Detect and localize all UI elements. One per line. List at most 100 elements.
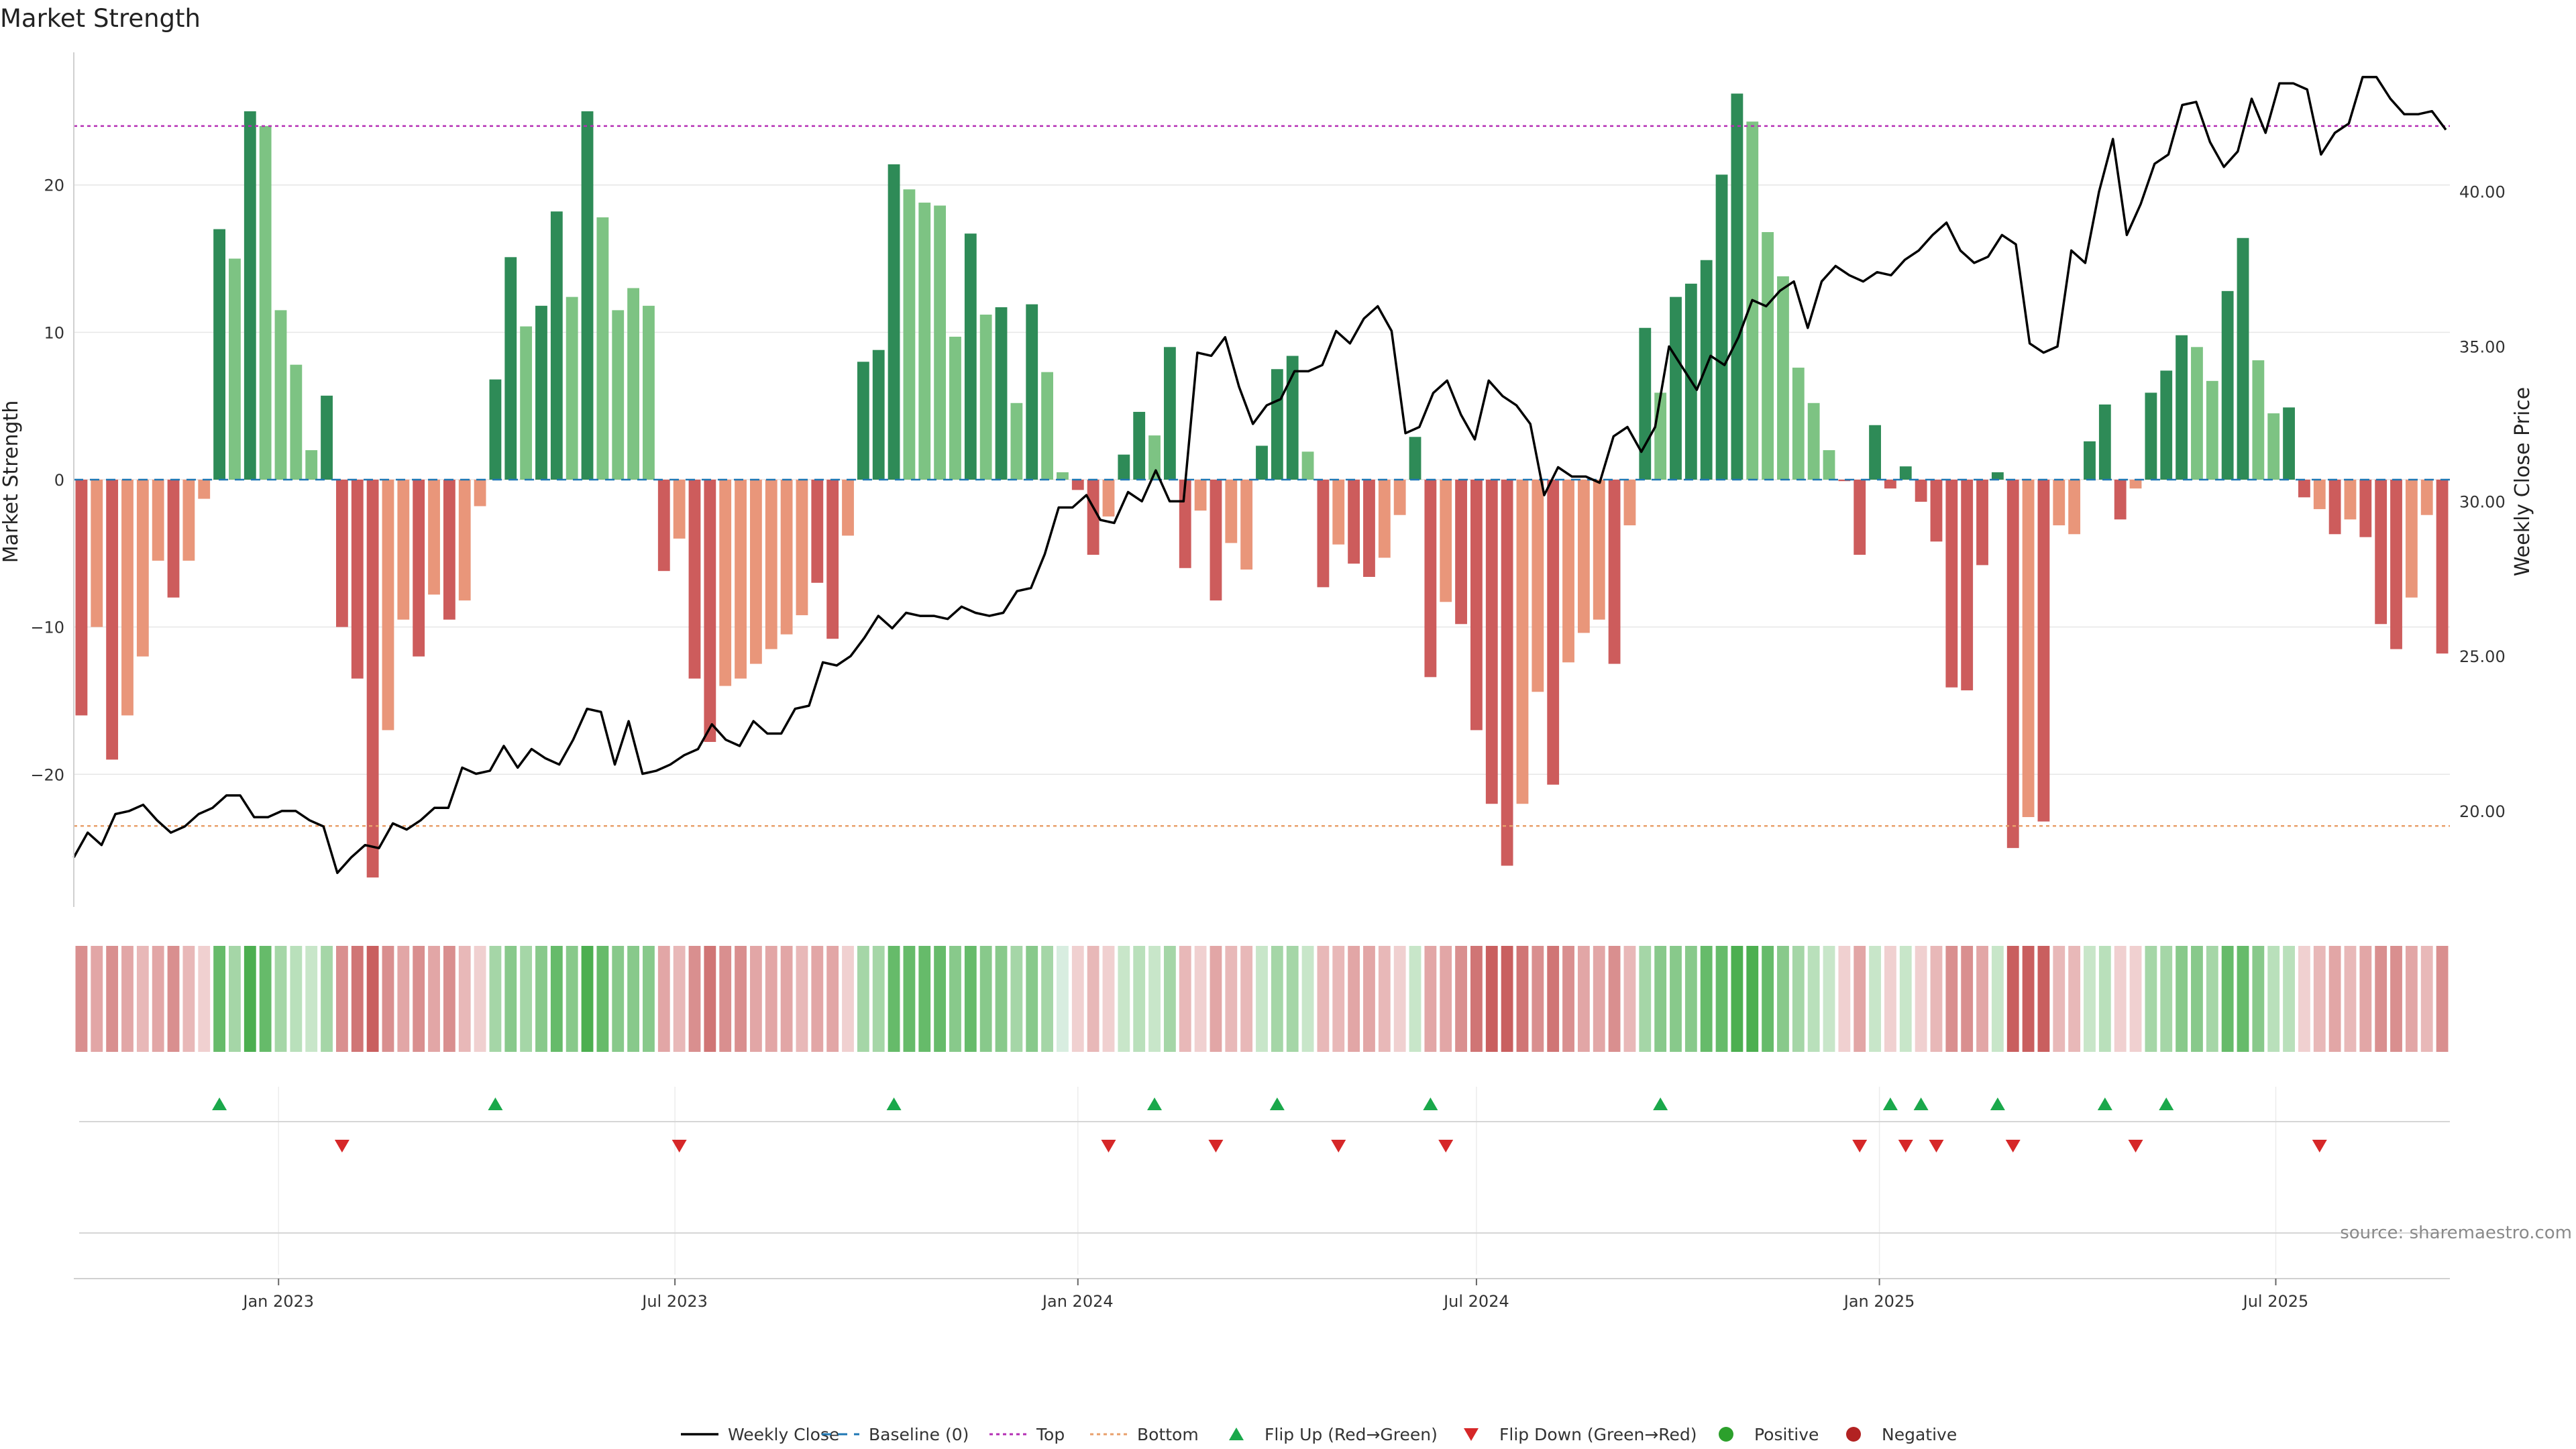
strength-bar — [489, 379, 502, 480]
heat-cell — [1777, 946, 1789, 1052]
heat-cell — [2053, 946, 2065, 1052]
strength-bar — [1256, 445, 1268, 480]
heat-cell — [2344, 946, 2357, 1052]
strength-bar — [1087, 480, 1099, 555]
heat-cell — [136, 946, 149, 1052]
flip-down-marker — [672, 1140, 687, 1152]
heat-cell — [290, 946, 303, 1052]
strength-bar — [1562, 480, 1574, 663]
strength-bar — [2328, 480, 2341, 535]
strength-bar — [1057, 472, 1069, 480]
strength-bar — [1838, 480, 1851, 482]
legend-swatch — [1846, 1427, 1861, 1442]
flip-up-marker — [1147, 1097, 1163, 1110]
heat-cell — [1348, 946, 1360, 1052]
right-tick-label: 25.00 — [2459, 647, 2506, 666]
flip-up-marker — [1423, 1097, 1438, 1110]
right-tick-label: 40.00 — [2459, 183, 2506, 202]
strength-bar — [1363, 480, 1375, 577]
heat-cell — [903, 946, 916, 1052]
strength-bar — [566, 297, 578, 480]
heat-cell — [1194, 946, 1207, 1052]
strength-bar — [2176, 335, 2188, 480]
heat-cell — [566, 946, 578, 1052]
strength-bar — [2267, 413, 2280, 480]
strength-bar — [688, 480, 701, 679]
strength-bar — [229, 258, 241, 480]
strength-bar — [2022, 480, 2035, 818]
heat-cell — [688, 946, 701, 1052]
legend-item: Negative — [1846, 1425, 1957, 1444]
left-tick-label: −20 — [30, 765, 64, 784]
heat-cell — [366, 946, 379, 1052]
heat-cell — [229, 946, 241, 1052]
strength-bar — [136, 480, 149, 657]
heat-cell — [1823, 946, 1835, 1052]
heat-cell — [91, 946, 103, 1052]
strength-bar — [1884, 480, 1896, 489]
strength-bar — [1286, 356, 1299, 480]
heat-cell — [504, 946, 517, 1052]
strength-bar — [474, 480, 486, 506]
heat-cell — [1639, 946, 1652, 1052]
heat-cell — [1409, 946, 1421, 1052]
strength-bar — [1639, 327, 1652, 480]
heat-cell — [152, 946, 164, 1052]
heat-cell — [1608, 946, 1621, 1052]
x-tick-label: Jul 2024 — [1442, 1292, 1509, 1311]
strength-bar — [1608, 480, 1621, 664]
heat-cell — [2191, 946, 2203, 1052]
heat-cell — [1854, 946, 1866, 1052]
heat-cell — [121, 946, 133, 1052]
strength-bar — [596, 217, 609, 480]
strength-bar — [826, 480, 839, 639]
strength-bar — [1930, 480, 1943, 542]
heat-cell — [2328, 946, 2341, 1052]
heat-cell — [1807, 946, 1820, 1052]
heat-cell — [1884, 946, 1896, 1052]
strength-bar — [1577, 480, 1590, 633]
heat-cell — [1562, 946, 1574, 1052]
strength-bar — [1240, 480, 1253, 570]
heat-cell — [397, 946, 410, 1052]
strength-bar — [1516, 480, 1529, 804]
strength-bar — [244, 111, 256, 480]
legend-label: Negative — [1882, 1425, 1957, 1444]
heat-cell — [1363, 946, 1375, 1052]
heat-cell — [2022, 946, 2035, 1052]
right-tick-label: 20.00 — [2459, 802, 2506, 821]
heat-cell — [2420, 946, 2433, 1052]
heat-cell — [2114, 946, 2127, 1052]
strength-bar — [1455, 480, 1467, 625]
flip-up-marker — [2097, 1097, 2112, 1110]
heat-cell — [1317, 946, 1330, 1052]
heat-cell — [872, 946, 885, 1052]
heat-cell — [1271, 946, 1283, 1052]
x-tick-label: Jan 2023 — [241, 1292, 314, 1311]
heat-cell — [888, 946, 900, 1052]
strength-bar — [857, 362, 869, 480]
strength-bar — [91, 480, 103, 627]
heat-cell — [1455, 946, 1467, 1052]
strength-bar — [106, 480, 119, 760]
heat-cell — [1899, 946, 1912, 1052]
heat-cell — [1440, 946, 1452, 1052]
strength-bar — [2037, 480, 2050, 822]
strength-bar — [2313, 480, 2326, 509]
left-tick-label: 10 — [44, 323, 64, 342]
heat-cell — [182, 946, 195, 1052]
heat-cell — [1930, 946, 1943, 1052]
legend-swatch — [1229, 1428, 1244, 1440]
left-tick-label: 20 — [44, 176, 64, 195]
strength-bar — [1991, 472, 2004, 480]
heat-cell — [2145, 946, 2157, 1052]
strength-bar — [1133, 411, 1146, 480]
strength-bar — [2283, 407, 2295, 480]
strength-bar — [765, 480, 777, 649]
heat-cell — [2237, 946, 2249, 1052]
heat-cell — [1532, 946, 1544, 1052]
heat-cell — [244, 946, 256, 1052]
legend-swatch — [1464, 1428, 1479, 1441]
heat-cell — [1148, 946, 1161, 1052]
